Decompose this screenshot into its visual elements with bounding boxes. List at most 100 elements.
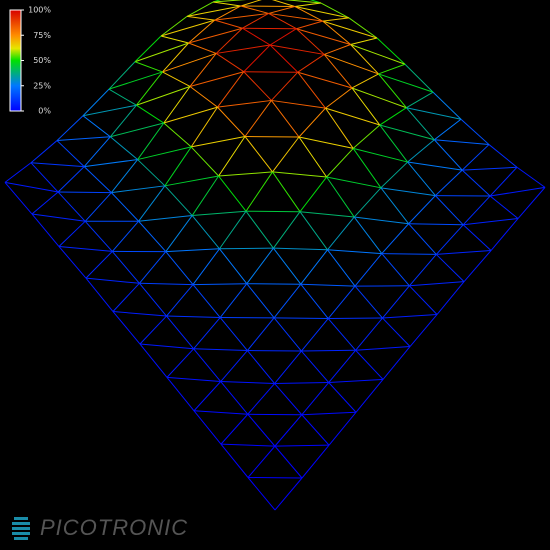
mesh-edge xyxy=(166,284,194,317)
mesh-edge xyxy=(300,249,328,285)
mesh-edge xyxy=(243,71,272,101)
mesh-edge xyxy=(326,148,354,178)
mesh-edge xyxy=(134,61,163,73)
mesh-edge xyxy=(112,311,141,345)
mesh-edge xyxy=(244,100,272,137)
mesh-edge xyxy=(58,220,86,247)
mesh-edge xyxy=(404,63,434,93)
mesh-edge xyxy=(301,411,357,416)
mesh-edge xyxy=(108,61,136,90)
mesh-edge xyxy=(300,283,356,287)
mesh-edge xyxy=(380,187,436,197)
mesh-edge xyxy=(327,216,355,251)
mesh-edge xyxy=(247,477,303,479)
mesh-edge xyxy=(353,187,382,218)
mesh-edge xyxy=(4,182,33,215)
mesh-edge xyxy=(139,343,168,378)
mesh-edge xyxy=(353,147,408,163)
mesh-edge xyxy=(193,381,222,412)
mesh-edge xyxy=(111,185,165,194)
mesh-edge xyxy=(274,445,303,479)
mesh-edge xyxy=(165,251,194,285)
mesh-edge xyxy=(220,413,249,445)
mesh-edge xyxy=(328,411,357,446)
mesh-edge xyxy=(166,376,221,383)
mesh-edge xyxy=(245,171,273,212)
mesh-edge xyxy=(299,211,328,251)
mesh-edge xyxy=(379,107,407,126)
mesh-edge xyxy=(380,161,408,189)
mesh-edge xyxy=(139,251,167,284)
mesh-edge xyxy=(56,115,84,141)
mesh-edge xyxy=(193,317,221,350)
mesh-edge xyxy=(348,17,378,39)
mesh-edge xyxy=(214,5,242,21)
mesh-edge xyxy=(351,73,379,89)
mesh-edge xyxy=(406,107,462,120)
mesh-edge xyxy=(245,210,274,249)
mesh-edge xyxy=(352,124,381,149)
mesh-edge xyxy=(327,249,356,287)
mesh-edge xyxy=(220,443,275,447)
mesh-edge xyxy=(272,136,300,173)
mesh-edge xyxy=(435,169,463,196)
mesh-edge xyxy=(461,169,491,197)
mesh-edge xyxy=(242,13,269,29)
surface xyxy=(4,0,546,511)
mesh-edge xyxy=(4,162,32,183)
mesh-edge xyxy=(84,220,113,252)
mesh-edge xyxy=(354,216,409,225)
mesh-edge xyxy=(376,37,406,65)
mesh-edge xyxy=(378,73,407,109)
mesh-edge xyxy=(271,71,299,101)
mesh-edge xyxy=(191,215,220,250)
mesh-edge xyxy=(247,317,275,351)
mesh-edge xyxy=(268,13,297,30)
mesh-edge xyxy=(240,5,295,7)
mesh-edge xyxy=(85,277,140,284)
mesh-edge xyxy=(408,223,437,255)
mesh-edge xyxy=(240,5,269,14)
mesh-edge xyxy=(139,282,167,317)
mesh-edge xyxy=(354,253,383,287)
mesh-edge xyxy=(82,104,137,117)
mesh-edge xyxy=(351,87,381,126)
mesh-edge xyxy=(324,44,351,55)
mesh-edge xyxy=(322,20,378,39)
mesh-edge xyxy=(165,248,220,253)
mesh-edge xyxy=(243,44,271,73)
mesh-edge xyxy=(382,285,410,319)
mesh-edge xyxy=(296,28,325,55)
mesh-edge xyxy=(432,91,462,120)
mesh-edge xyxy=(162,42,189,73)
mesh-edge xyxy=(163,122,192,148)
mesh-edge xyxy=(382,317,411,347)
mesh-edge xyxy=(247,383,275,415)
mesh-edge xyxy=(218,136,246,177)
mesh-edge xyxy=(436,250,492,255)
mesh-edge xyxy=(269,28,297,46)
mesh-edge xyxy=(192,210,247,217)
mesh-edge xyxy=(84,192,112,222)
mesh-edge xyxy=(138,185,166,222)
mesh-edge xyxy=(137,159,166,187)
mesh-edge xyxy=(245,210,301,213)
mesh-edge xyxy=(139,315,167,345)
mesh-edge xyxy=(463,250,492,282)
mesh-edge xyxy=(272,211,301,249)
mesh-edge xyxy=(139,282,194,286)
mesh-edge xyxy=(382,346,411,380)
colorbar-tick-label: 0% xyxy=(38,107,51,116)
mesh-edge xyxy=(219,248,248,285)
mesh-edge xyxy=(325,87,353,109)
mesh-edge xyxy=(188,42,217,54)
mesh-edge xyxy=(186,5,241,17)
mesh-edge xyxy=(353,216,383,254)
mesh-edge xyxy=(164,175,219,187)
mesh-edge xyxy=(193,348,248,352)
mesh-edge xyxy=(273,317,302,352)
mesh-edge xyxy=(298,107,326,138)
mesh-edge xyxy=(350,44,379,75)
mesh-edge xyxy=(355,346,411,351)
mesh-edge xyxy=(322,17,350,22)
